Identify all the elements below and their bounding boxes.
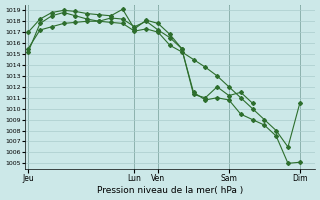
X-axis label: Pression niveau de la mer( hPa ): Pression niveau de la mer( hPa ) — [97, 186, 243, 195]
